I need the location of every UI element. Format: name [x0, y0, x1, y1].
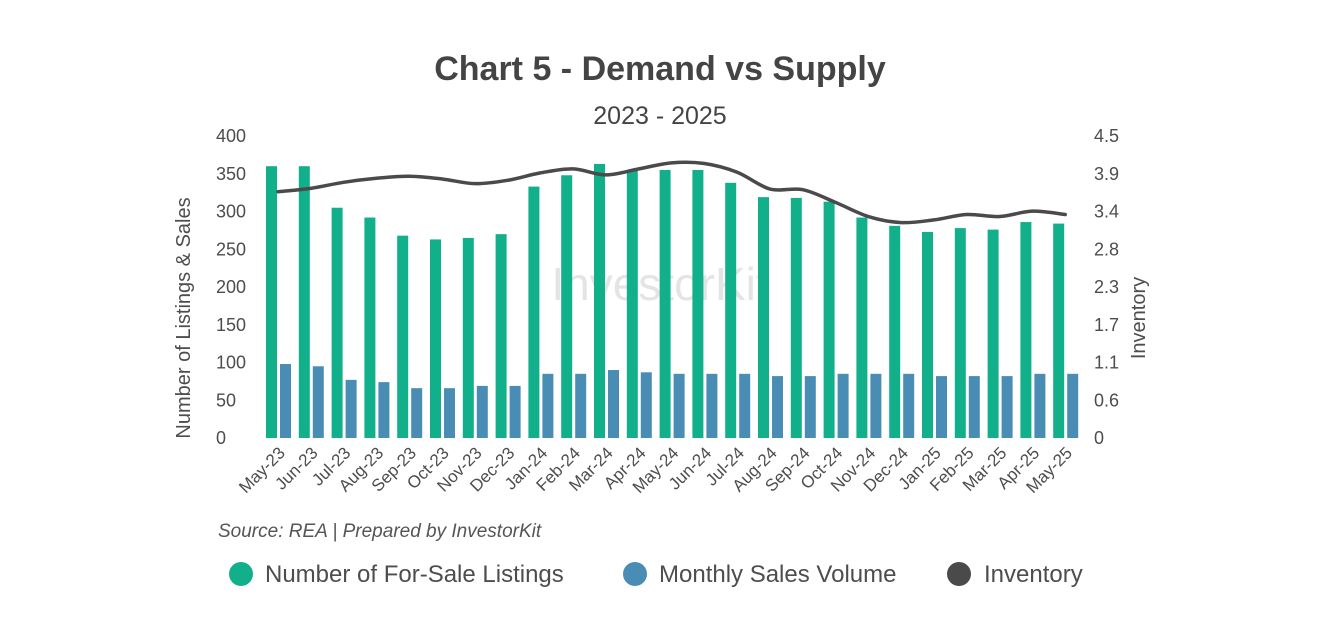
- bar-listings: [790, 197, 802, 438]
- right-tick-label: 3.4: [1094, 202, 1119, 222]
- bar-listings: [1053, 223, 1065, 438]
- x-axis-ticks: May-23Jun-23Jul-23Aug-23Sep-23Oct-23Nov-…: [235, 443, 1076, 497]
- bar-listings: [397, 235, 409, 438]
- bar-listings: [659, 169, 671, 438]
- left-axis-ticks: 400 350 300 250 200 150 100 50 0: [216, 126, 246, 448]
- left-tick-label: 100: [216, 353, 246, 373]
- bar-listings: [561, 175, 573, 438]
- left-tick-label: 350: [216, 164, 246, 184]
- bar-listings: [626, 170, 638, 439]
- bar-sales: [903, 373, 915, 438]
- bar-sales: [739, 373, 751, 438]
- bar-listings: [266, 166, 277, 438]
- left-tick-label: 50: [216, 390, 236, 410]
- bar-listings: [922, 231, 933, 438]
- bar-sales: [476, 385, 488, 438]
- bar-sales: [640, 372, 652, 438]
- bar-listings: [331, 207, 343, 438]
- left-tick-label: 200: [216, 277, 246, 297]
- left-tick-label: 250: [216, 239, 246, 259]
- bar-listings: [823, 201, 835, 438]
- right-tick-label: 3.9: [1094, 164, 1119, 184]
- bar-listings: [987, 229, 999, 438]
- bar-listings: [528, 186, 540, 438]
- bar-listings: [954, 228, 966, 438]
- source-note: Source: REA | Prepared by InvestorKit: [218, 521, 542, 542]
- bar-sales: [936, 376, 947, 438]
- bar-sales: [1067, 373, 1079, 438]
- left-tick-label: 400: [216, 126, 246, 146]
- bar-listings: [298, 166, 310, 438]
- bar-sales: [968, 376, 980, 438]
- bar-sales: [1034, 373, 1046, 438]
- bar-listings: [758, 197, 769, 438]
- bar-sales: [870, 373, 882, 438]
- legend-swatch-inventory: [947, 562, 971, 586]
- bar-listings: [495, 234, 507, 438]
- right-tick-label: 2.8: [1094, 239, 1119, 259]
- chart-title: Chart 5 - Demand vs Supply: [434, 50, 886, 88]
- bar-sales: [509, 385, 521, 438]
- bar-sales: [378, 382, 390, 438]
- bar-listings: [856, 217, 868, 438]
- bars-group: [266, 163, 1079, 439]
- left-tick-label: 0: [216, 428, 226, 448]
- right-tick-label: 1.1: [1094, 353, 1119, 373]
- bar-listings: [364, 217, 376, 438]
- bar-listings: [462, 237, 474, 438]
- bar-sales: [706, 373, 718, 438]
- right-axis-label: Inventory: [1128, 277, 1150, 359]
- right-tick-label: 1.7: [1094, 315, 1119, 335]
- bar-listings: [725, 182, 737, 438]
- bar-sales: [608, 370, 619, 438]
- bar-sales: [804, 376, 816, 438]
- bar-sales: [575, 373, 587, 438]
- left-tick-label: 300: [216, 202, 246, 222]
- inventory-line: [276, 160, 1067, 225]
- bar-sales: [1001, 376, 1013, 438]
- bar-sales: [345, 379, 357, 438]
- legend-label-listings: Number of For-Sale Listings: [265, 561, 564, 588]
- left-tick-label: 150: [216, 315, 246, 335]
- chart-subtitle: 2023 - 2025: [593, 102, 726, 130]
- inventory-line-group: [276, 160, 1067, 225]
- bar-listings: [692, 169, 704, 438]
- bar-sales: [542, 373, 554, 438]
- legend-swatch-sales: [623, 562, 647, 586]
- legend-swatch-listings: [229, 562, 253, 586]
- right-tick-label: 0.6: [1094, 390, 1119, 410]
- bar-sales: [772, 376, 783, 438]
- legend: Number of For-Sale Listings Monthly Sale…: [229, 561, 1083, 588]
- bar-listings: [594, 163, 605, 438]
- bar-sales: [411, 388, 423, 438]
- right-tick-label: 2.3: [1094, 277, 1119, 297]
- bar-listings: [1020, 222, 1032, 438]
- left-axis-label: Number of Listings & Sales: [173, 197, 195, 438]
- bar-sales: [280, 364, 291, 438]
- bar-sales: [312, 366, 324, 438]
- bar-sales: [673, 373, 685, 438]
- legend-label-sales: Monthly Sales Volume: [659, 561, 896, 588]
- bar-listings: [430, 239, 441, 438]
- right-tick-label: 4.5: [1094, 126, 1119, 146]
- legend-label-inventory: Inventory: [984, 561, 1083, 588]
- bar-listings: [889, 225, 901, 438]
- bar-sales: [444, 388, 455, 438]
- right-tick-label: 0: [1094, 428, 1104, 448]
- right-axis-ticks: 4.5 3.9 3.4 2.8 2.3 1.7 1.1 0.6 0: [1094, 126, 1119, 448]
- bar-sales: [837, 373, 849, 438]
